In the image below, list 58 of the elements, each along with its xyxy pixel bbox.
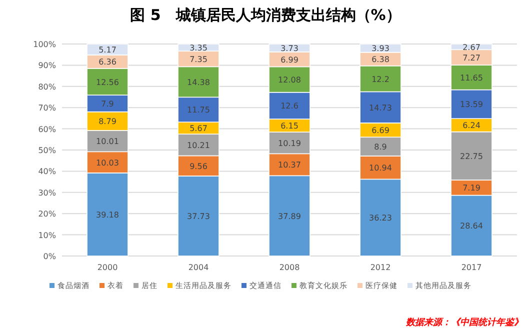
data-label: 10.94 bbox=[369, 164, 392, 173]
data-label: 6.15 bbox=[280, 122, 298, 131]
data-label: 11.75 bbox=[187, 106, 210, 115]
y-tick-label: 20% bbox=[38, 210, 56, 219]
data-label: 10.37 bbox=[278, 160, 301, 170]
data-label: 14.73 bbox=[369, 103, 392, 112]
x-tick-label: 2017 bbox=[461, 263, 482, 272]
data-label: 7.19 bbox=[462, 184, 480, 193]
x-tick-label: 2012 bbox=[370, 263, 391, 272]
data-label: 3.73 bbox=[280, 44, 298, 53]
data-label: 36.23 bbox=[369, 214, 392, 223]
data-label: 3.35 bbox=[190, 44, 208, 53]
data-label: 7.35 bbox=[190, 54, 208, 64]
source-note: 数据来源：《中国统计年鉴》 bbox=[405, 317, 523, 328]
data-label: 12.56 bbox=[96, 78, 119, 87]
y-tick-label: 80% bbox=[38, 82, 56, 92]
y-tick-label: 100% bbox=[33, 40, 56, 49]
y-tick-label: 50% bbox=[38, 146, 56, 155]
data-label: 6.24 bbox=[462, 121, 480, 130]
data-label: 7.9 bbox=[101, 99, 114, 108]
data-label: 5.17 bbox=[98, 45, 116, 54]
data-label: 12.08 bbox=[278, 76, 301, 85]
data-label: 10.21 bbox=[187, 140, 210, 150]
data-label: 11.65 bbox=[460, 73, 483, 82]
data-label: 6.38 bbox=[372, 55, 390, 64]
data-label: 6.99 bbox=[280, 55, 298, 64]
data-label: 22.75 bbox=[460, 152, 483, 161]
data-label: 10.03 bbox=[96, 158, 119, 168]
y-tick-label: 30% bbox=[38, 188, 56, 198]
y-tick-label: 10% bbox=[38, 230, 56, 240]
data-label: 2.67 bbox=[462, 42, 480, 52]
data-label: 6.36 bbox=[98, 58, 116, 67]
y-tick-label: 0% bbox=[43, 252, 56, 261]
data-label: 13.59 bbox=[460, 100, 483, 110]
data-label: 12.2 bbox=[372, 74, 390, 84]
x-tick-label: 2008 bbox=[279, 263, 300, 272]
data-label: 37.89 bbox=[278, 212, 301, 221]
data-label: 28.64 bbox=[460, 222, 483, 231]
y-tick-label: 60% bbox=[38, 124, 56, 134]
y-tick-label: 70% bbox=[38, 104, 56, 113]
data-label: 7.27 bbox=[462, 53, 480, 62]
chart-title: 图 5 城镇居民人均消费支出结构（%） bbox=[130, 6, 401, 24]
y-tick-label: 90% bbox=[38, 61, 56, 70]
data-label: 14.38 bbox=[187, 78, 210, 87]
x-tick-label: 2000 bbox=[97, 263, 118, 272]
data-label: 5.67 bbox=[190, 124, 208, 134]
data-label: 8.79 bbox=[98, 117, 116, 126]
data-label: 12.6 bbox=[280, 102, 298, 111]
data-label: 3.93 bbox=[372, 44, 390, 54]
data-label: 37.73 bbox=[187, 212, 210, 222]
x-tick-label: 2004 bbox=[188, 263, 209, 272]
data-label: 10.19 bbox=[278, 138, 301, 148]
data-label: 39.18 bbox=[96, 210, 119, 220]
data-label: 10.01 bbox=[96, 137, 119, 146]
data-label: 6.69 bbox=[372, 126, 390, 136]
data-label: 8.9 bbox=[374, 142, 387, 152]
data-label: 9.56 bbox=[190, 162, 208, 171]
y-tick-label: 40% bbox=[38, 167, 56, 176]
